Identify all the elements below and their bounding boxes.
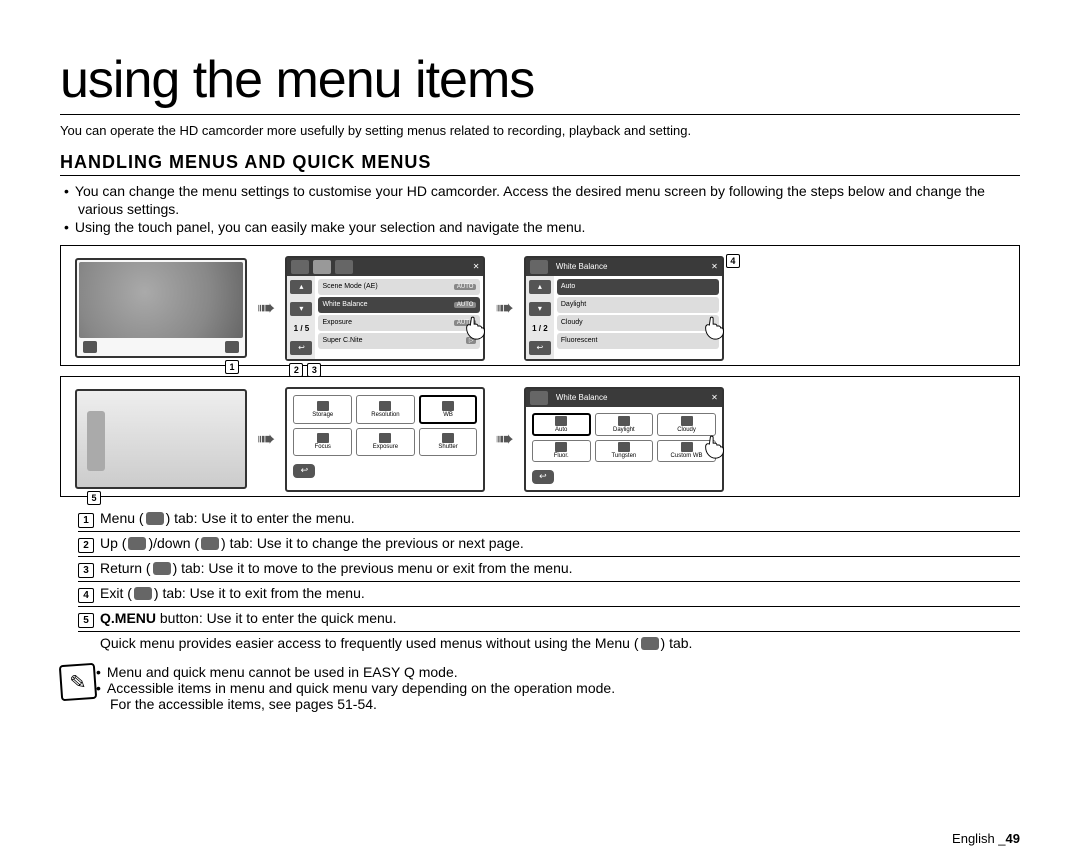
note-line: Menu and quick menu cannot be used in EA… (110, 664, 615, 680)
arrow-icon: ➠ (257, 295, 275, 321)
down-pill-icon (201, 537, 219, 550)
quickmenu-screen-b: White Balance ✕ Auto Daylight Cloudy Flu… (524, 387, 724, 492)
wb-cell[interactable]: Cloudy (657, 413, 716, 437)
option-row[interactable]: Cloudy (557, 315, 719, 331)
live-view-screen: 1 (75, 258, 247, 358)
legend-item: 5 Q.MENU button: Use it to enter the qui… (78, 607, 1020, 632)
option-row[interactable]: Daylight (557, 297, 719, 313)
quickmenu-screen-a: Storage Resolution WB Focus Exposure Shu… (285, 387, 485, 492)
exit-icon[interactable]: ✕ (473, 262, 480, 271)
submenu-title: White Balance (556, 262, 608, 271)
page-indicator: 1 / 5 (294, 324, 310, 333)
callout-3: 3 (307, 363, 321, 377)
record-tab-icon[interactable] (530, 260, 548, 274)
wb-cell[interactable]: Tungsten (595, 440, 654, 462)
return-pill-icon (153, 562, 171, 575)
wb-cell[interactable]: Auto (532, 413, 591, 437)
arrow-icon: ➠ (257, 426, 275, 452)
qm-cell[interactable]: WB (419, 395, 478, 425)
exit-pill-icon (134, 587, 152, 600)
qm-cell[interactable]: Shutter (419, 428, 478, 456)
qm-cell[interactable]: Resolution (356, 395, 415, 425)
down-icon[interactable]: ▾ (529, 302, 551, 316)
note-icon: ✎ (59, 662, 97, 700)
menu-screen-b: White Balance ✕ ▴ ▾ 1 / 2 ↩ Auto Dayligh… (524, 256, 724, 361)
menu-icon[interactable] (225, 341, 239, 353)
page-footer: English _49 (952, 831, 1020, 846)
menu-pill-icon (641, 637, 659, 650)
qmenu-button-marker (87, 411, 105, 471)
live-image (79, 262, 243, 338)
option-row[interactable]: Fluorescent (557, 333, 719, 349)
callout-2: 2 (289, 363, 303, 377)
menu-pill-icon (146, 512, 164, 525)
qm-cell[interactable]: Focus (293, 428, 352, 456)
menu-row[interactable]: Scene Mode (AE)AUTO (318, 279, 480, 295)
legend-item: 1 Menu () tab: Use it to enter the menu. (78, 507, 1020, 532)
record-tab-icon[interactable] (530, 391, 548, 405)
qm-cell[interactable]: Storage (293, 395, 352, 425)
callout-1: 1 (225, 360, 239, 374)
arrow-icon: ➠ (495, 426, 513, 452)
arrow-icon: ➠ (495, 295, 513, 321)
wb-cell[interactable]: Custom WB (657, 440, 716, 462)
legend-item: 3 Return () tab: Use it to move to the p… (78, 557, 1020, 582)
figure-row-2: 5 ➠ Storage Resolution WB Focus Exposure… (60, 376, 1020, 497)
menu-screen-a: ✕ ▴ ▾ 1 / 5 ↩ Scene Mode (AE)AUTO White … (285, 256, 485, 361)
note-line: Accessible items in menu and quick menu … (110, 680, 615, 696)
wb-cell[interactable]: Daylight (595, 413, 654, 437)
return-icon[interactable]: ↩ (290, 341, 312, 355)
section-bullets: You can change the menu settings to cust… (78, 182, 1020, 237)
camcorder-body: 5 (75, 389, 247, 489)
callout-4: 4 (726, 254, 740, 268)
callout-5: 5 (87, 491, 101, 505)
play-icon[interactable] (83, 341, 97, 353)
menu-row[interactable]: White BalanceAUTO (318, 297, 480, 313)
bullet: Using the touch panel, you can easily ma… (78, 218, 1020, 236)
menu-row[interactable]: Super C.Nite▷ (318, 333, 480, 349)
return-icon[interactable]: ↩ (529, 341, 551, 355)
exit-icon[interactable]: ✕ (711, 262, 718, 271)
menu-row[interactable]: ExposureAUTO (318, 315, 480, 331)
page-indicator: 1 / 2 (532, 324, 548, 333)
up-pill-icon (128, 537, 146, 550)
down-icon[interactable]: ▾ (290, 302, 312, 316)
section-title: HANDLING MENUS AND QUICK MENUS (60, 152, 1020, 176)
intro-text: You can operate the HD camcorder more us… (60, 123, 1020, 138)
legend-list: 1 Menu () tab: Use it to enter the menu.… (78, 507, 1020, 654)
settings-tab-icon[interactable] (335, 260, 353, 274)
up-icon[interactable]: ▴ (290, 280, 312, 294)
qm-cell[interactable]: Exposure (356, 428, 415, 456)
record-tab-icon[interactable] (291, 260, 309, 274)
page-title: using the menu items (60, 50, 1020, 115)
note-tail: For the accessible items, see pages 51-5… (110, 696, 615, 712)
exit-icon[interactable]: ✕ (711, 393, 718, 402)
wb-cell[interactable]: Fluor. (532, 440, 591, 462)
option-row[interactable]: Auto (557, 279, 719, 295)
menu-tab-icon[interactable] (313, 260, 331, 274)
note-block: ✎ Menu and quick menu cannot be used in … (60, 664, 1020, 712)
up-icon[interactable]: ▴ (529, 280, 551, 294)
return-icon[interactable]: ↩ (293, 464, 315, 478)
legend-item: 2 Up ()/down () tab: Use it to change th… (78, 532, 1020, 557)
submenu-title: White Balance (556, 393, 608, 402)
figure-row-1: 1 ➠ ✕ ▴ ▾ 1 / 5 ↩ Scene Mode (AE)AUTO Wh… (60, 245, 1020, 366)
bullet: You can change the menu settings to cust… (78, 182, 1020, 218)
legend-extra: Quick menu provides easier access to fre… (78, 632, 1020, 654)
legend-item: 4 Exit () tab: Use it to exit from the m… (78, 582, 1020, 607)
return-icon[interactable]: ↩ (532, 470, 554, 484)
